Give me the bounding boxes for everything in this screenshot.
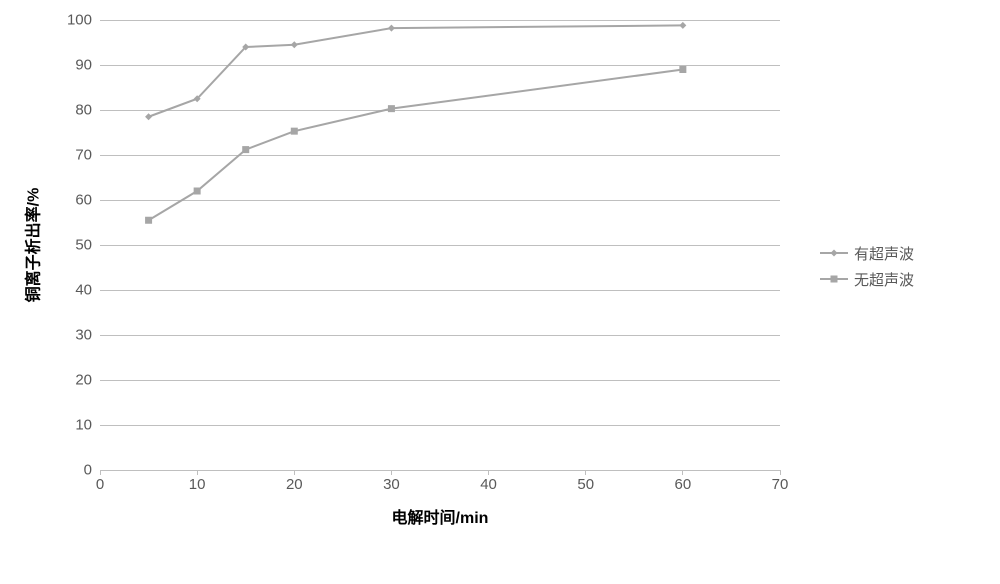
diamond-marker xyxy=(291,41,298,48)
square-marker xyxy=(388,105,395,112)
legend-line xyxy=(820,278,848,280)
square-marker xyxy=(242,146,249,153)
diamond-marker xyxy=(388,25,395,32)
diamond-marker xyxy=(145,113,152,120)
square-marker xyxy=(194,188,201,195)
legend-label: 无超声波 xyxy=(854,269,914,290)
legend-item: 有超声波 xyxy=(820,240,914,266)
diamond-marker xyxy=(679,22,686,29)
diamond-icon xyxy=(829,248,839,258)
y-axis-title: 铜离子析出率/% xyxy=(19,188,43,303)
series-line xyxy=(149,70,683,221)
square-marker xyxy=(145,217,152,224)
chart-svg xyxy=(0,0,1000,584)
square-marker xyxy=(831,276,838,283)
legend-item: 无超声波 xyxy=(820,266,914,292)
legend: 有超声波无超声波 xyxy=(820,240,914,292)
series-line xyxy=(149,25,683,116)
square-icon xyxy=(829,274,839,284)
legend-line xyxy=(820,252,848,254)
square-marker xyxy=(291,128,298,135)
chart-container: 0102030405060708090100 010203040506070 铜… xyxy=(0,0,1000,584)
x-axis-title: 电解时间/min xyxy=(392,504,489,528)
legend-label: 有超声波 xyxy=(854,243,914,264)
square-marker xyxy=(679,66,686,73)
diamond-marker xyxy=(831,250,838,257)
